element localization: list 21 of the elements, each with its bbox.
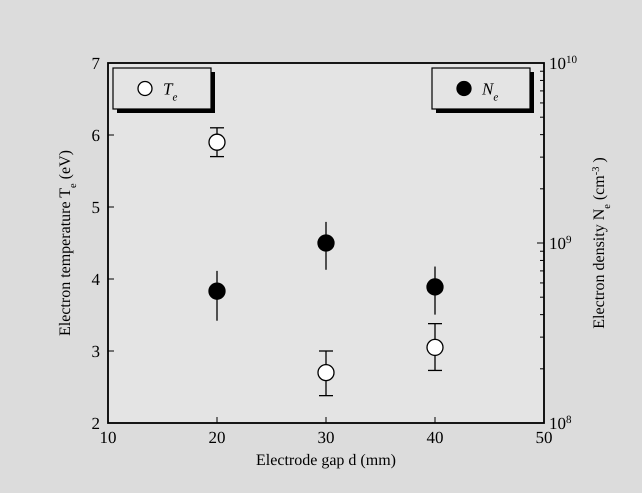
point xyxy=(208,134,226,151)
y-tick-label: 4 xyxy=(92,270,100,289)
y-tick-label: 5 xyxy=(92,198,100,217)
y-tick-label: 3 xyxy=(92,342,100,361)
y2-tick-label: 10$^{10}$ xyxy=(549,54,578,73)
point xyxy=(208,282,226,300)
y2-tick-label: 10$^{9}$ xyxy=(549,234,572,253)
x-tick-label: 30 xyxy=(318,428,334,447)
x-tick-label: 10 xyxy=(100,428,116,447)
x-tick-label: 40 xyxy=(426,428,444,447)
y-tick-label: 2 xyxy=(92,414,100,433)
point xyxy=(317,364,335,382)
point xyxy=(426,278,444,296)
point xyxy=(426,338,444,356)
y-tick-label: 6 xyxy=(92,126,100,145)
point xyxy=(317,234,335,252)
legend-label: T$_{e}$ xyxy=(163,80,178,104)
y-tick-label: 7 xyxy=(92,54,100,73)
x-tick-label: 20 xyxy=(208,428,226,447)
x-axis-title: Electrode gap d (mm) xyxy=(256,452,396,469)
legend-label: N$_{e}$ xyxy=(481,80,498,104)
